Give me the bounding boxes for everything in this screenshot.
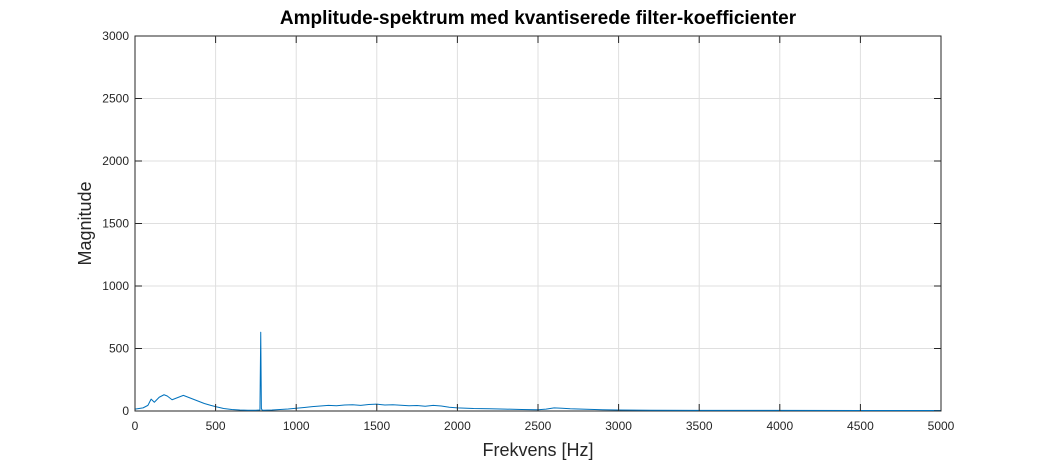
spectrum-line <box>134 331 941 411</box>
chart-title: Amplitude-spektrum med kvantiserede filt… <box>280 8 797 29</box>
y-tick-label: 2000 <box>102 154 129 168</box>
x-tick-label: 5000 <box>928 419 955 433</box>
y-tick-label: 1500 <box>102 217 129 231</box>
y-tick-label: 3000 <box>102 29 129 43</box>
x-tick-label: 4000 <box>766 419 793 433</box>
x-tick-label: 3000 <box>605 419 632 433</box>
y-tick-label: 0 <box>122 404 129 418</box>
y-tick-labels: 0 500 1000 1500 2000 2500 3000 <box>102 29 129 418</box>
y-tick-label: 500 <box>109 342 129 356</box>
x-axis-label: Frekvens [Hz] <box>482 440 593 460</box>
x-tick-labels: 0 500 1000 1500 2000 2500 3000 3500 4000 4500 5000 <box>132 419 955 433</box>
x-tick-label: 1500 <box>363 419 390 433</box>
grid-overlay <box>135 36 941 411</box>
y-tick-label: 1000 <box>102 279 129 293</box>
x-tick-label: 500 <box>206 419 226 433</box>
x-tick-label: 2500 <box>525 419 552 433</box>
x-tick-label: 0 <box>132 419 139 433</box>
x-tick-label: 2000 <box>444 419 471 433</box>
tick-marks <box>134 35 942 412</box>
y-tick-label: 2500 <box>102 92 129 106</box>
y-axis-label: Magnitude <box>75 181 95 265</box>
x-tick-label: 1000 <box>283 419 310 433</box>
x-tick-label: 4500 <box>847 419 874 433</box>
x-tick-label: 3500 <box>686 419 713 433</box>
